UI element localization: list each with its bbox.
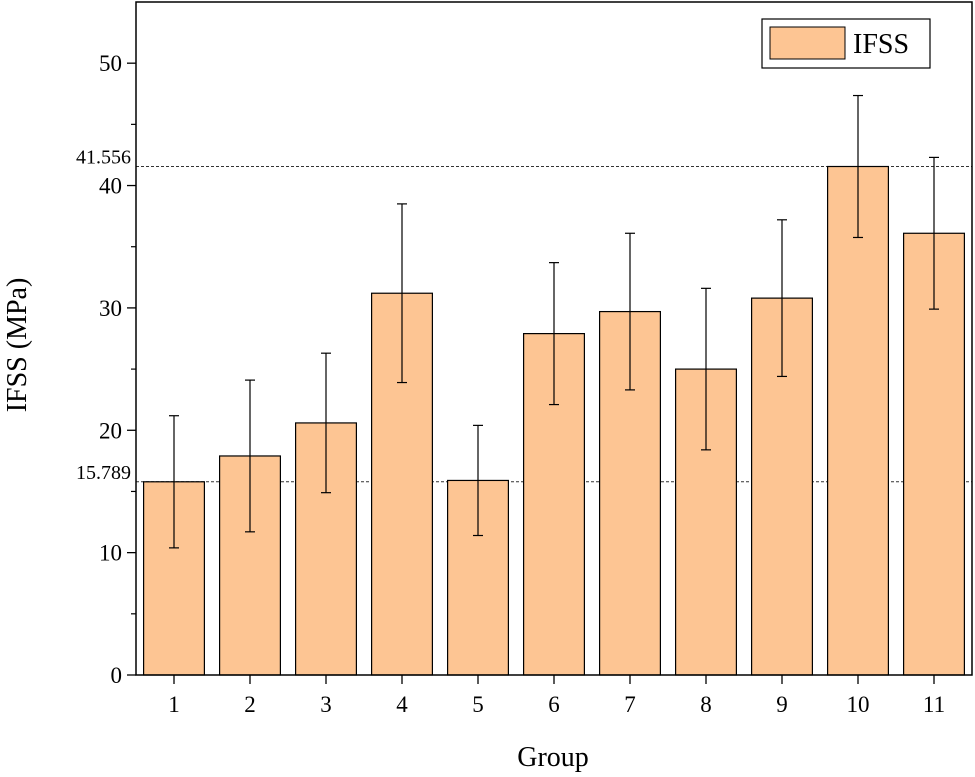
y-axis-title: IFSS (MPa) — [2, 278, 33, 413]
bar — [826, 165, 889, 676]
y-tick-label: 20 — [99, 418, 122, 443]
reference-line-label: 41.556 — [76, 147, 131, 169]
x-tick-label: 7 — [624, 692, 636, 717]
error-bars — [169, 94, 939, 549]
legend: IFSS — [761, 18, 931, 69]
legend-swatch — [769, 26, 846, 60]
x-tick-label: 4 — [396, 692, 408, 717]
y-tick-label: 10 — [99, 541, 122, 566]
y-tick-label: 30 — [99, 296, 122, 321]
x-tick-label: 5 — [472, 692, 484, 717]
ticks: 41.556 15.789 0 10 20 30 40 50 1 2 3 4 5 6 7 8 9 10 11 — [76, 51, 945, 717]
x-tick-label: 2 — [244, 692, 256, 717]
x-tick-label: 11 — [923, 692, 945, 717]
y-tick-label: 0 — [111, 663, 123, 688]
y-tick-label: 50 — [99, 51, 122, 76]
legend-label: IFSS — [853, 29, 909, 60]
bars — [143, 165, 965, 676]
x-axis-title: Group — [517, 742, 589, 773]
x-tick-label: 8 — [700, 692, 712, 717]
x-tick-label: 9 — [776, 692, 788, 717]
x-tick-label: 6 — [548, 692, 560, 717]
x-tick-label: 1 — [168, 692, 180, 717]
y-tick-label: 40 — [99, 174, 122, 199]
x-tick-label: 10 — [847, 692, 870, 717]
x-tick-label: 3 — [320, 692, 332, 717]
reference-line-label: 15.789 — [76, 462, 131, 484]
